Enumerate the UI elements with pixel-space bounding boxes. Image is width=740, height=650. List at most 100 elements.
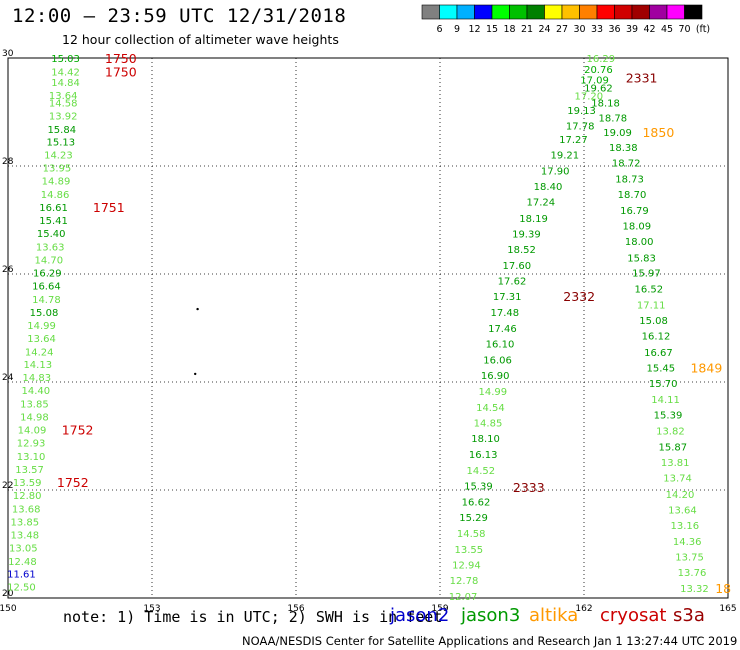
wave-height-value: 17.48 [490, 308, 519, 319]
wave-height-value: 14.40 [22, 386, 51, 397]
wave-height-value: 16.67 [644, 348, 673, 359]
legend-altika: altika [529, 605, 579, 626]
time-label: 2332 [563, 289, 595, 304]
wave-height-value: 14.54 [476, 403, 505, 414]
wave-height-value: 15.83 [627, 253, 656, 264]
wave-height-value: 14.20 [666, 490, 695, 501]
map-frame [7, 57, 729, 599]
wave-height-value: 18.72 [612, 158, 641, 169]
colorbar-tick-label: 70 [678, 24, 690, 35]
lat-tick-label: 30 [2, 49, 14, 59]
wave-height-value: 13.63 [36, 243, 65, 254]
wave-height-value: 12.94 [452, 561, 481, 572]
wave-height-value: 17.60 [502, 261, 531, 272]
wave-height-value: 14.99 [478, 387, 507, 398]
wave-height-value: 17.90 [541, 166, 570, 177]
wave-height-value: 19.39 [512, 230, 541, 241]
colorbar-tick-label: 39 [626, 24, 638, 35]
wave-height-value: 13.57 [15, 465, 44, 476]
time-label: 18 [715, 581, 731, 596]
wave-height-value: 13.55 [454, 545, 483, 556]
colorbar-tick-label: 45 [661, 24, 673, 35]
wave-height-value: 13.10 [17, 452, 46, 463]
lon-tick-label: 153 [143, 604, 160, 614]
wave-height-value: 13.75 [675, 552, 704, 563]
wave-height-value: 15.08 [639, 316, 668, 327]
wave-height-value: 16.13 [469, 450, 498, 461]
wave-height-value: 18.18 [591, 98, 620, 109]
wave-height-value: 15.70 [649, 379, 678, 390]
colorbar-tick-label: 15 [486, 24, 498, 35]
time-label: 1752 [57, 475, 89, 490]
island-marker [194, 372, 197, 376]
colorbar-tick-label: 12 [468, 24, 480, 35]
wave-height-value: 19.21 [550, 151, 579, 162]
wave-height-value: 13.05 [9, 543, 38, 554]
footer-credit: NOAA/NESDIS Center for Satellite Applica… [242, 634, 738, 648]
wave-height-value: 15.08 [30, 308, 59, 319]
wave-height-value: 12.48 [8, 557, 37, 568]
lat-tick-label: 22 [2, 481, 13, 491]
wave-height-value: 14.78 [32, 295, 61, 306]
colorbar-tick-label: 27 [556, 24, 568, 35]
colorbar: 6 9 12 15 18 21 24 27 30 33 36 39 42 45 70 (ft) [421, 4, 710, 35]
wave-height-value: 13.74 [663, 474, 692, 485]
wave-height-value: 16.06 [483, 355, 512, 366]
wave-height-value: 18.52 [507, 245, 536, 256]
legend-s3a: s3a [673, 605, 705, 626]
wave-height-value: 16.90 [481, 371, 510, 382]
island-marker [196, 307, 199, 311]
wave-height-value: 15.29 [459, 513, 488, 524]
colorbar-tick-label: 21 [521, 24, 533, 35]
colorbar-tick-label: 30 [573, 24, 585, 35]
wave-height-value: 18.78 [598, 113, 627, 124]
wave-height-value: 17.09 [580, 76, 609, 87]
wave-height-value: 19.62 [584, 84, 613, 95]
wave-height-value: 13.64 [27, 334, 56, 345]
wave-height-value: 14.09 [18, 426, 47, 437]
page-subtitle: 12 hour collection of altimeter wave hei… [62, 32, 339, 47]
wave-height-value: 12.78 [450, 576, 479, 587]
lon-tick-label: 156 [287, 604, 304, 614]
wave-height-value: 12.50 [7, 583, 36, 594]
wave-height-value: 17.46 [488, 324, 517, 335]
wave-height-value: 15.41 [39, 216, 68, 227]
wave-height-value: 16.10 [486, 340, 515, 351]
wave-height-value: 13.85 [20, 400, 49, 411]
lon-tick-label: 159 [431, 604, 448, 614]
wave-height-value: 18.10 [471, 434, 500, 445]
wave-height-value: 19.13 [567, 106, 596, 117]
wave-height-value: 16.62 [462, 497, 491, 508]
wave-height-value: 16.29 [586, 54, 615, 65]
wave-height-value: 13.59 [13, 478, 42, 489]
wave-height-value: 18.00 [625, 237, 654, 248]
wave-height-value: 15.39 [654, 410, 683, 421]
wave-height-value: 17.31 [493, 292, 522, 303]
wave-height-value: 14.13 [23, 360, 52, 371]
footer-note: note: 1) Time is in UTC; 2) SWH is in fe… [63, 608, 443, 626]
colorbar-swatch [684, 4, 703, 20]
wave-height-value: 16.79 [620, 206, 649, 217]
colorbar-unit: (ft) [696, 24, 710, 35]
wave-height-value: 13.64 [668, 505, 697, 516]
wave-height-value: 14.23 [44, 151, 73, 162]
wave-height-value: 16.12 [642, 332, 671, 343]
lat-tick-label: 26 [2, 265, 14, 275]
wave-height-value: 17.78 [566, 122, 595, 133]
wave-height-value: 17.27 [559, 135, 588, 146]
colorbar-tick-label: 36 [608, 24, 620, 35]
wave-height-value: 14.89 [42, 177, 71, 188]
wave-height-value: 16.29 [33, 268, 62, 279]
wave-height-value: 14.42 [51, 68, 80, 79]
wave-height-value: 12.80 [13, 491, 42, 502]
wave-height-value: 13.95 [43, 164, 72, 175]
wave-height-value: 14.58 [457, 529, 486, 540]
time-label: 1751 [93, 200, 125, 215]
wave-height-value: 15.13 [46, 138, 75, 149]
wave-height-value: 15.45 [646, 363, 675, 374]
wave-height-value: 13.68 [12, 504, 41, 515]
lon-tick-label: 162 [575, 604, 592, 614]
wave-height-value: 13.81 [661, 458, 690, 469]
wave-height-value: 18.73 [615, 174, 644, 185]
wave-height-value: 14.99 [27, 321, 56, 332]
